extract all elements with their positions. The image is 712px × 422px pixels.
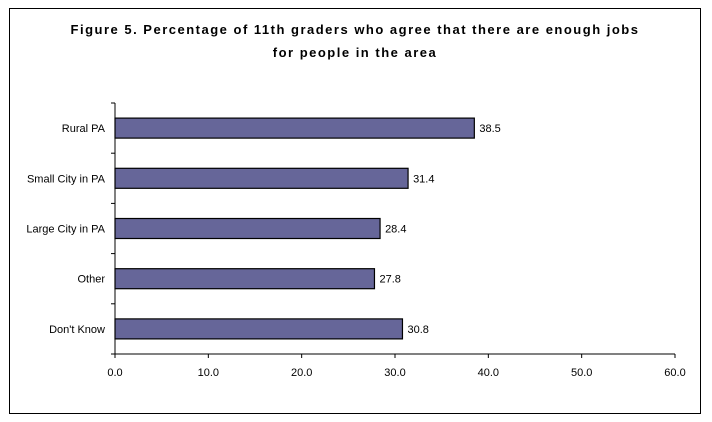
axes: 0.0 10.0 20.0 30.0 40.0 50.0 60.0 (107, 102, 686, 379)
bar (114, 117, 475, 139)
data-label: 31.4 (413, 173, 434, 185)
bars (114, 117, 475, 340)
data-label: 38.5 (479, 123, 500, 135)
x-tick-label: 40.0 (478, 367, 499, 379)
bar (114, 318, 404, 340)
data-label: 27.8 (379, 274, 400, 286)
x-tick-label: 50.0 (571, 367, 592, 379)
labels: Rural PA 38.5 Small City in PA 31.4 Large Ci… (26, 123, 500, 336)
x-tick-label: 0.0 (107, 367, 122, 379)
bar (114, 268, 376, 290)
x-tick-label: 60.0 (664, 367, 685, 379)
category-label: Rural PA (62, 123, 106, 135)
category-label: Large City in PA (26, 224, 105, 236)
bar (114, 217, 381, 240)
x-tick-label: 20.0 (291, 367, 312, 379)
chart-title: Figure 5. Percentage of 11th graders who… (70, 22, 640, 60)
data-label: 30.8 (407, 324, 428, 336)
x-tick-label: 30.0 (384, 367, 405, 379)
chart-frame (9, 8, 701, 414)
x-tick-label: 10.0 (198, 367, 219, 379)
category-label: Small City in PA (27, 173, 106, 185)
bar (114, 167, 409, 189)
data-label: 28.4 (385, 224, 406, 236)
category-label: Other (77, 274, 105, 286)
category-label: Don't Know (49, 324, 105, 336)
